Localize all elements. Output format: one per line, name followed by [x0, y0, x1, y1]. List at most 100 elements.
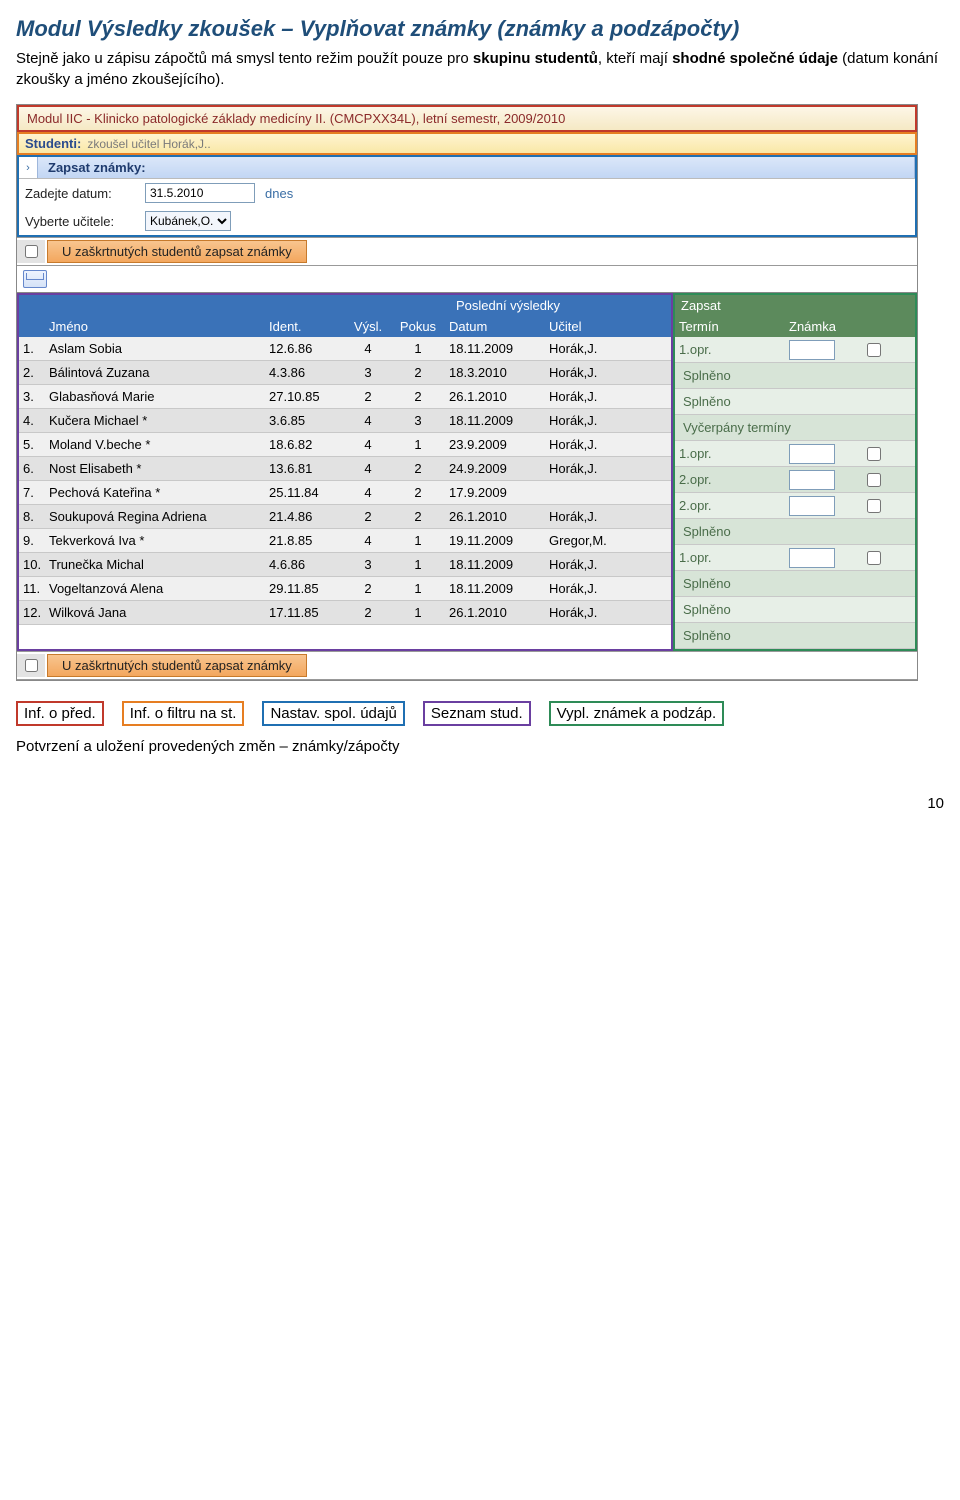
- grade-input[interactable]: [789, 496, 835, 516]
- grade-row: Splněno: [675, 363, 915, 389]
- row-checkbox[interactable]: [867, 343, 881, 357]
- col-ucitel: Učitel: [545, 316, 645, 337]
- row-ucitel: Horák,J.: [545, 601, 645, 624]
- envelope-row: [17, 266, 917, 292]
- row-vysl: 2: [345, 385, 391, 408]
- row-num: 10.: [19, 553, 45, 576]
- grade-row: Splněno: [675, 623, 915, 649]
- row-status: Splněno: [675, 572, 739, 595]
- doc-heading: Modul Výsledky zkoušek – Vyplňovat známk…: [16, 16, 944, 42]
- grade-row: Vyčerpány termíny: [675, 415, 915, 441]
- row-name: Soukupová Regina Adriena: [45, 505, 265, 528]
- row-vysl: 2: [345, 505, 391, 528]
- row-ucitel: [545, 481, 645, 504]
- row-name: Vogeltanzová Alena: [45, 577, 265, 600]
- row-termin: 2.opr.: [675, 496, 785, 515]
- legend-blue: Nastav. spol. údajů: [262, 701, 404, 726]
- results-left: Poslední výsledky Jméno Ident. Výsl. Pok…: [17, 293, 673, 651]
- table-row: 3.Glabasňová Marie27.10.852226.1.2010Hor…: [19, 385, 671, 409]
- legend-orange: Inf. o filtru na st.: [122, 701, 245, 726]
- table-row: 5.Moland V.beche *18.6.824123.9.2009Horá…: [19, 433, 671, 457]
- row-datum: 24.9.2009: [445, 457, 545, 480]
- row-termin: 1.opr.: [675, 444, 785, 463]
- row-ident: 13.6.81: [265, 457, 345, 480]
- row-vysl: 3: [345, 361, 391, 384]
- row-pokus: 2: [391, 505, 445, 528]
- row-pokus: 2: [391, 457, 445, 480]
- grade-row: Splněno: [675, 519, 915, 545]
- col-jmeno: Jméno: [45, 316, 265, 337]
- row-ident: 29.11.85: [265, 577, 345, 600]
- row-pokus: 1: [391, 577, 445, 600]
- results-left-header1: Poslední výsledky: [19, 295, 671, 316]
- row-ident: 25.11.84: [265, 481, 345, 504]
- table-row: 11.Vogeltanzová Alena29.11.852118.11.200…: [19, 577, 671, 601]
- row-name: Nost Elisabeth *: [45, 457, 265, 480]
- row-vysl: 2: [345, 577, 391, 600]
- row-name: Moland V.beche *: [45, 433, 265, 456]
- module-screenshot: Modul IIC - Klinicko patologické základy…: [16, 104, 918, 681]
- row-name: Glabasňová Marie: [45, 385, 265, 408]
- section-tab: › Zapsat známky:: [19, 157, 915, 179]
- section-title: Zapsat známky:: [37, 157, 915, 178]
- envelope-icon[interactable]: [23, 270, 47, 288]
- t2: skupinu studentů: [473, 50, 598, 67]
- row-name: Pechová Kateřina *: [45, 481, 265, 504]
- grade-row: Splněno: [675, 597, 915, 623]
- apply-grades-button[interactable]: U zaškrtnutých studentů zapsat známky: [47, 240, 307, 263]
- table-row: 1.Aslam Sobia12.6.864118.11.2009Horák,J.: [19, 337, 671, 361]
- row-num: 6.: [19, 457, 45, 480]
- row-ident: 21.8.85: [265, 529, 345, 552]
- table-row: 8.Soukupová Regina Adriena21.4.862226.1.…: [19, 505, 671, 529]
- chevron-right-icon[interactable]: ›: [19, 162, 37, 174]
- row-checkbox[interactable]: [867, 447, 881, 461]
- grade-row: 2.opr.: [675, 493, 915, 519]
- row-ucitel: Horák,J.: [545, 577, 645, 600]
- table-row: 2.Bálintová Zuzana4.3.863218.3.2010Horák…: [19, 361, 671, 385]
- date-input[interactable]: [145, 183, 255, 203]
- row-num: 4.: [19, 409, 45, 432]
- students-label: Studenti:: [25, 136, 81, 151]
- row-vysl: 3: [345, 553, 391, 576]
- grade-row: 2.opr.: [675, 467, 915, 493]
- students-filter-text: zkoušel učitel Horák,J..: [87, 137, 210, 151]
- module-header-text: Modul IIC - Klinicko patologické základy…: [27, 111, 565, 126]
- row-checkbox[interactable]: [867, 551, 881, 565]
- orange-action-bar-bottom: U zaškrtnutých studentů zapsat známky: [17, 651, 917, 680]
- row-ident: 21.4.86: [265, 505, 345, 528]
- grade-row: 1.opr.: [675, 337, 915, 363]
- grade-input[interactable]: [789, 470, 835, 490]
- row-name: Aslam Sobia: [45, 337, 265, 360]
- select-all-checkbox-bottom[interactable]: [25, 659, 38, 672]
- select-all-checkbox[interactable]: [25, 245, 38, 258]
- grade-row: 1.opr.: [675, 441, 915, 467]
- students-filter-bar: Studenti: zkoušel učitel Horák,J..: [17, 132, 917, 155]
- legend-purple: Seznam stud.: [423, 701, 531, 726]
- apply-grades-button-bottom[interactable]: U zaškrtnutých studentů zapsat známky: [47, 654, 307, 677]
- row-pokus: 1: [391, 601, 445, 624]
- grade-input[interactable]: [789, 444, 835, 464]
- right-group-title: Zapsat: [675, 295, 915, 316]
- teacher-select[interactable]: Kubánek,O.: [145, 211, 231, 231]
- grade-input[interactable]: [789, 548, 835, 568]
- t3: , kteří mají: [598, 50, 672, 67]
- row-pokus: 1: [391, 529, 445, 552]
- row-pokus: 3: [391, 409, 445, 432]
- row-ident: 27.10.85: [265, 385, 345, 408]
- row-ucitel: Horák,J.: [545, 433, 645, 456]
- row-checkbox[interactable]: [867, 473, 881, 487]
- row-name: Bálintová Zuzana: [45, 361, 265, 384]
- col-ident: Ident.: [265, 316, 345, 337]
- row-datum: 18.11.2009: [445, 337, 545, 360]
- row-status: Splněno: [675, 598, 739, 621]
- grade-input[interactable]: [789, 340, 835, 360]
- today-link[interactable]: dnes: [265, 186, 293, 201]
- doc-intro: Stejně jako u zápisu zápočtů má smysl te…: [16, 48, 944, 90]
- col-datum: Datum: [445, 316, 545, 337]
- row-ucitel: Horák,J.: [545, 553, 645, 576]
- row-checkbox[interactable]: [867, 499, 881, 513]
- row-pokus: 2: [391, 361, 445, 384]
- row-datum: 26.1.2010: [445, 505, 545, 528]
- results-right-header2: Termín Známka: [675, 316, 915, 337]
- row-status: Vyčerpány termíny: [675, 416, 799, 439]
